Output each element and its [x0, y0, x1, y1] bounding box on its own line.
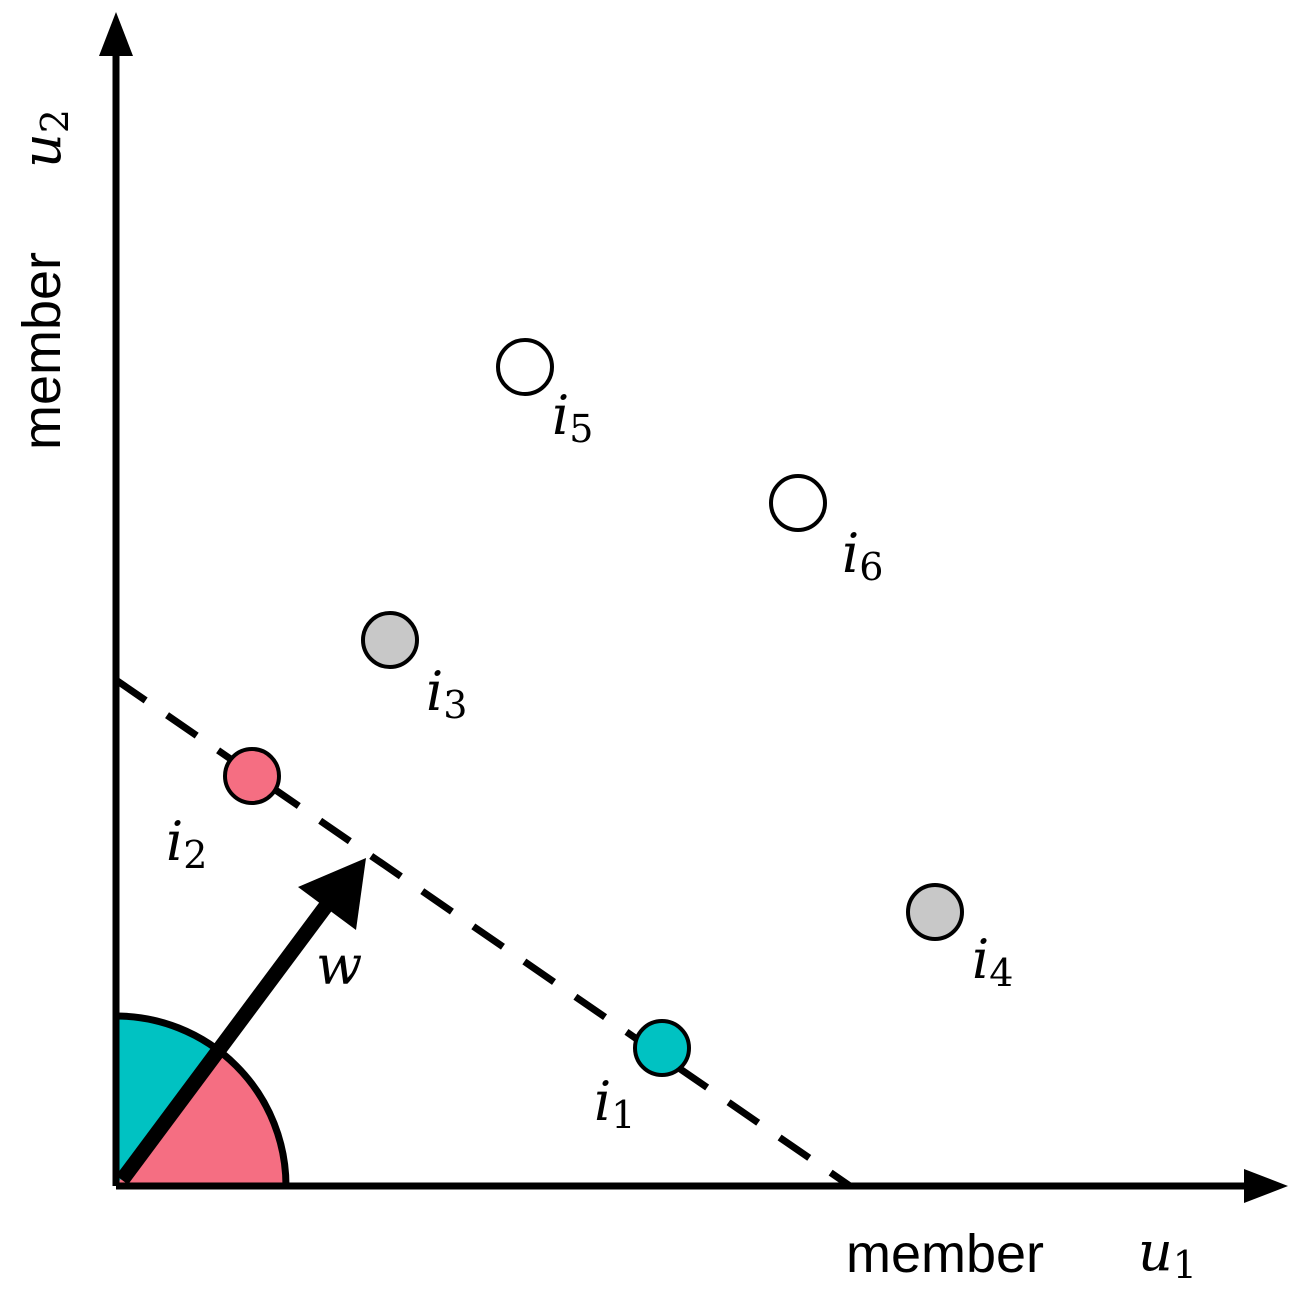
item-point-i5 — [496, 338, 554, 396]
item-points — [223, 338, 964, 1077]
x-axis-arrow — [1244, 1169, 1288, 1203]
sector-arc — [115, 1012, 290, 1187]
y-axis-label-var: u2 — [10, 109, 77, 168]
item-label-i3: i3 — [426, 660, 467, 727]
x-axis-label-word: member — [846, 1224, 1044, 1284]
sector-pink — [116, 1047, 286, 1186]
y-axis-label: member u2 — [10, 109, 77, 450]
item-point-i2 — [223, 747, 281, 805]
item-label-i6: i6 — [842, 522, 883, 589]
x-axis-label-var: u1 — [1138, 1220, 1197, 1287]
item-labels: i1 i2 i3 i4 i5 i6 — [166, 384, 1013, 1137]
item-label-i1: i1 — [594, 1070, 635, 1137]
axes — [99, 12, 1288, 1203]
vector-arrowhead — [298, 858, 366, 930]
item-label-i5: i5 — [552, 384, 593, 451]
item-label-i2: i2 — [166, 810, 207, 877]
vector-w: w — [115, 858, 366, 1185]
item-point-i1 — [633, 1019, 691, 1077]
vector-shaft — [115, 901, 333, 1185]
vector-label: w — [316, 934, 362, 997]
item-point-i4 — [906, 883, 964, 941]
item-point-i6 — [769, 474, 827, 532]
x-axis-label: member u1 — [846, 1220, 1197, 1287]
item-label-i4: i4 — [972, 928, 1013, 995]
y-axis-label-word: member — [12, 252, 72, 450]
y-axis-arrow — [99, 12, 133, 56]
item-point-i3 — [361, 611, 419, 669]
